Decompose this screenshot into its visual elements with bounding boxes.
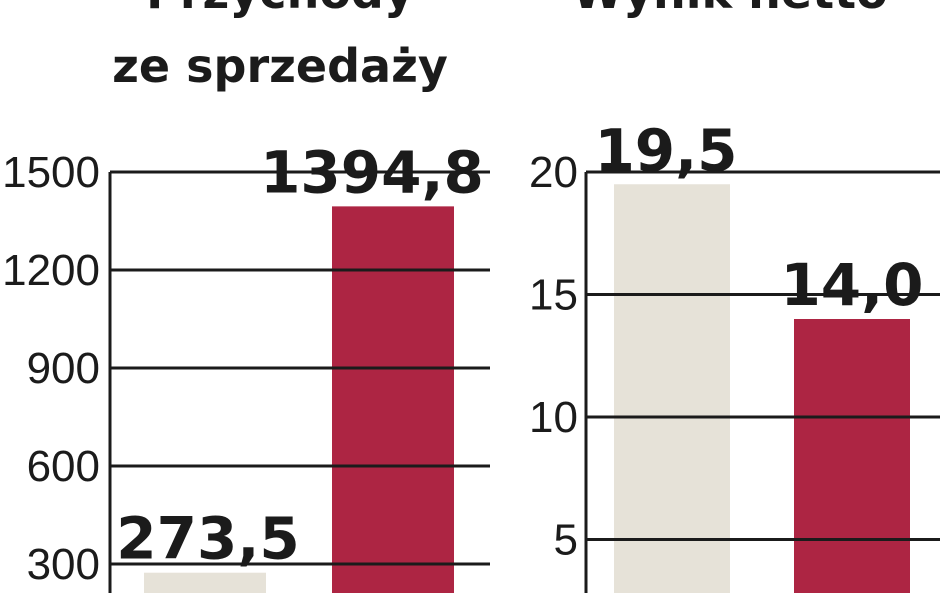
chart-1-bar-2 bbox=[332, 206, 454, 593]
chart-1-bar-1 bbox=[144, 572, 266, 593]
chart-1-title-line-1: Przychody bbox=[146, 0, 414, 19]
chart-2-title-line-1: Wynik netto bbox=[572, 0, 887, 19]
chart-1-ytick-300: 300 bbox=[27, 540, 100, 589]
chart-1-value-label-2: 1394,8 bbox=[260, 138, 484, 206]
chart-1-ytick-600: 600 bbox=[27, 442, 100, 491]
chart-1-title-line-2: ze sprzedaży bbox=[112, 39, 448, 93]
chart-2-bar-1 bbox=[614, 184, 730, 593]
chart-2-ytick-20: 20 bbox=[529, 148, 578, 197]
chart-2-ytick-15: 15 bbox=[529, 271, 578, 320]
chart-1-value-label-1: 273,5 bbox=[116, 505, 299, 573]
chart-1-ytick-900: 900 bbox=[27, 344, 100, 393]
chart-2-value-label-1: 19,5 bbox=[594, 116, 737, 184]
chart-1-ytick-1200: 1200 bbox=[2, 246, 100, 295]
chart-2-ytick-5: 5 bbox=[554, 516, 578, 565]
chart-1-ytick-1500: 1500 bbox=[2, 148, 100, 197]
chart-2-bar-2 bbox=[794, 319, 910, 593]
chart-2-ytick-10: 10 bbox=[529, 393, 578, 442]
chart-2-value-label-2: 14,0 bbox=[780, 251, 923, 319]
